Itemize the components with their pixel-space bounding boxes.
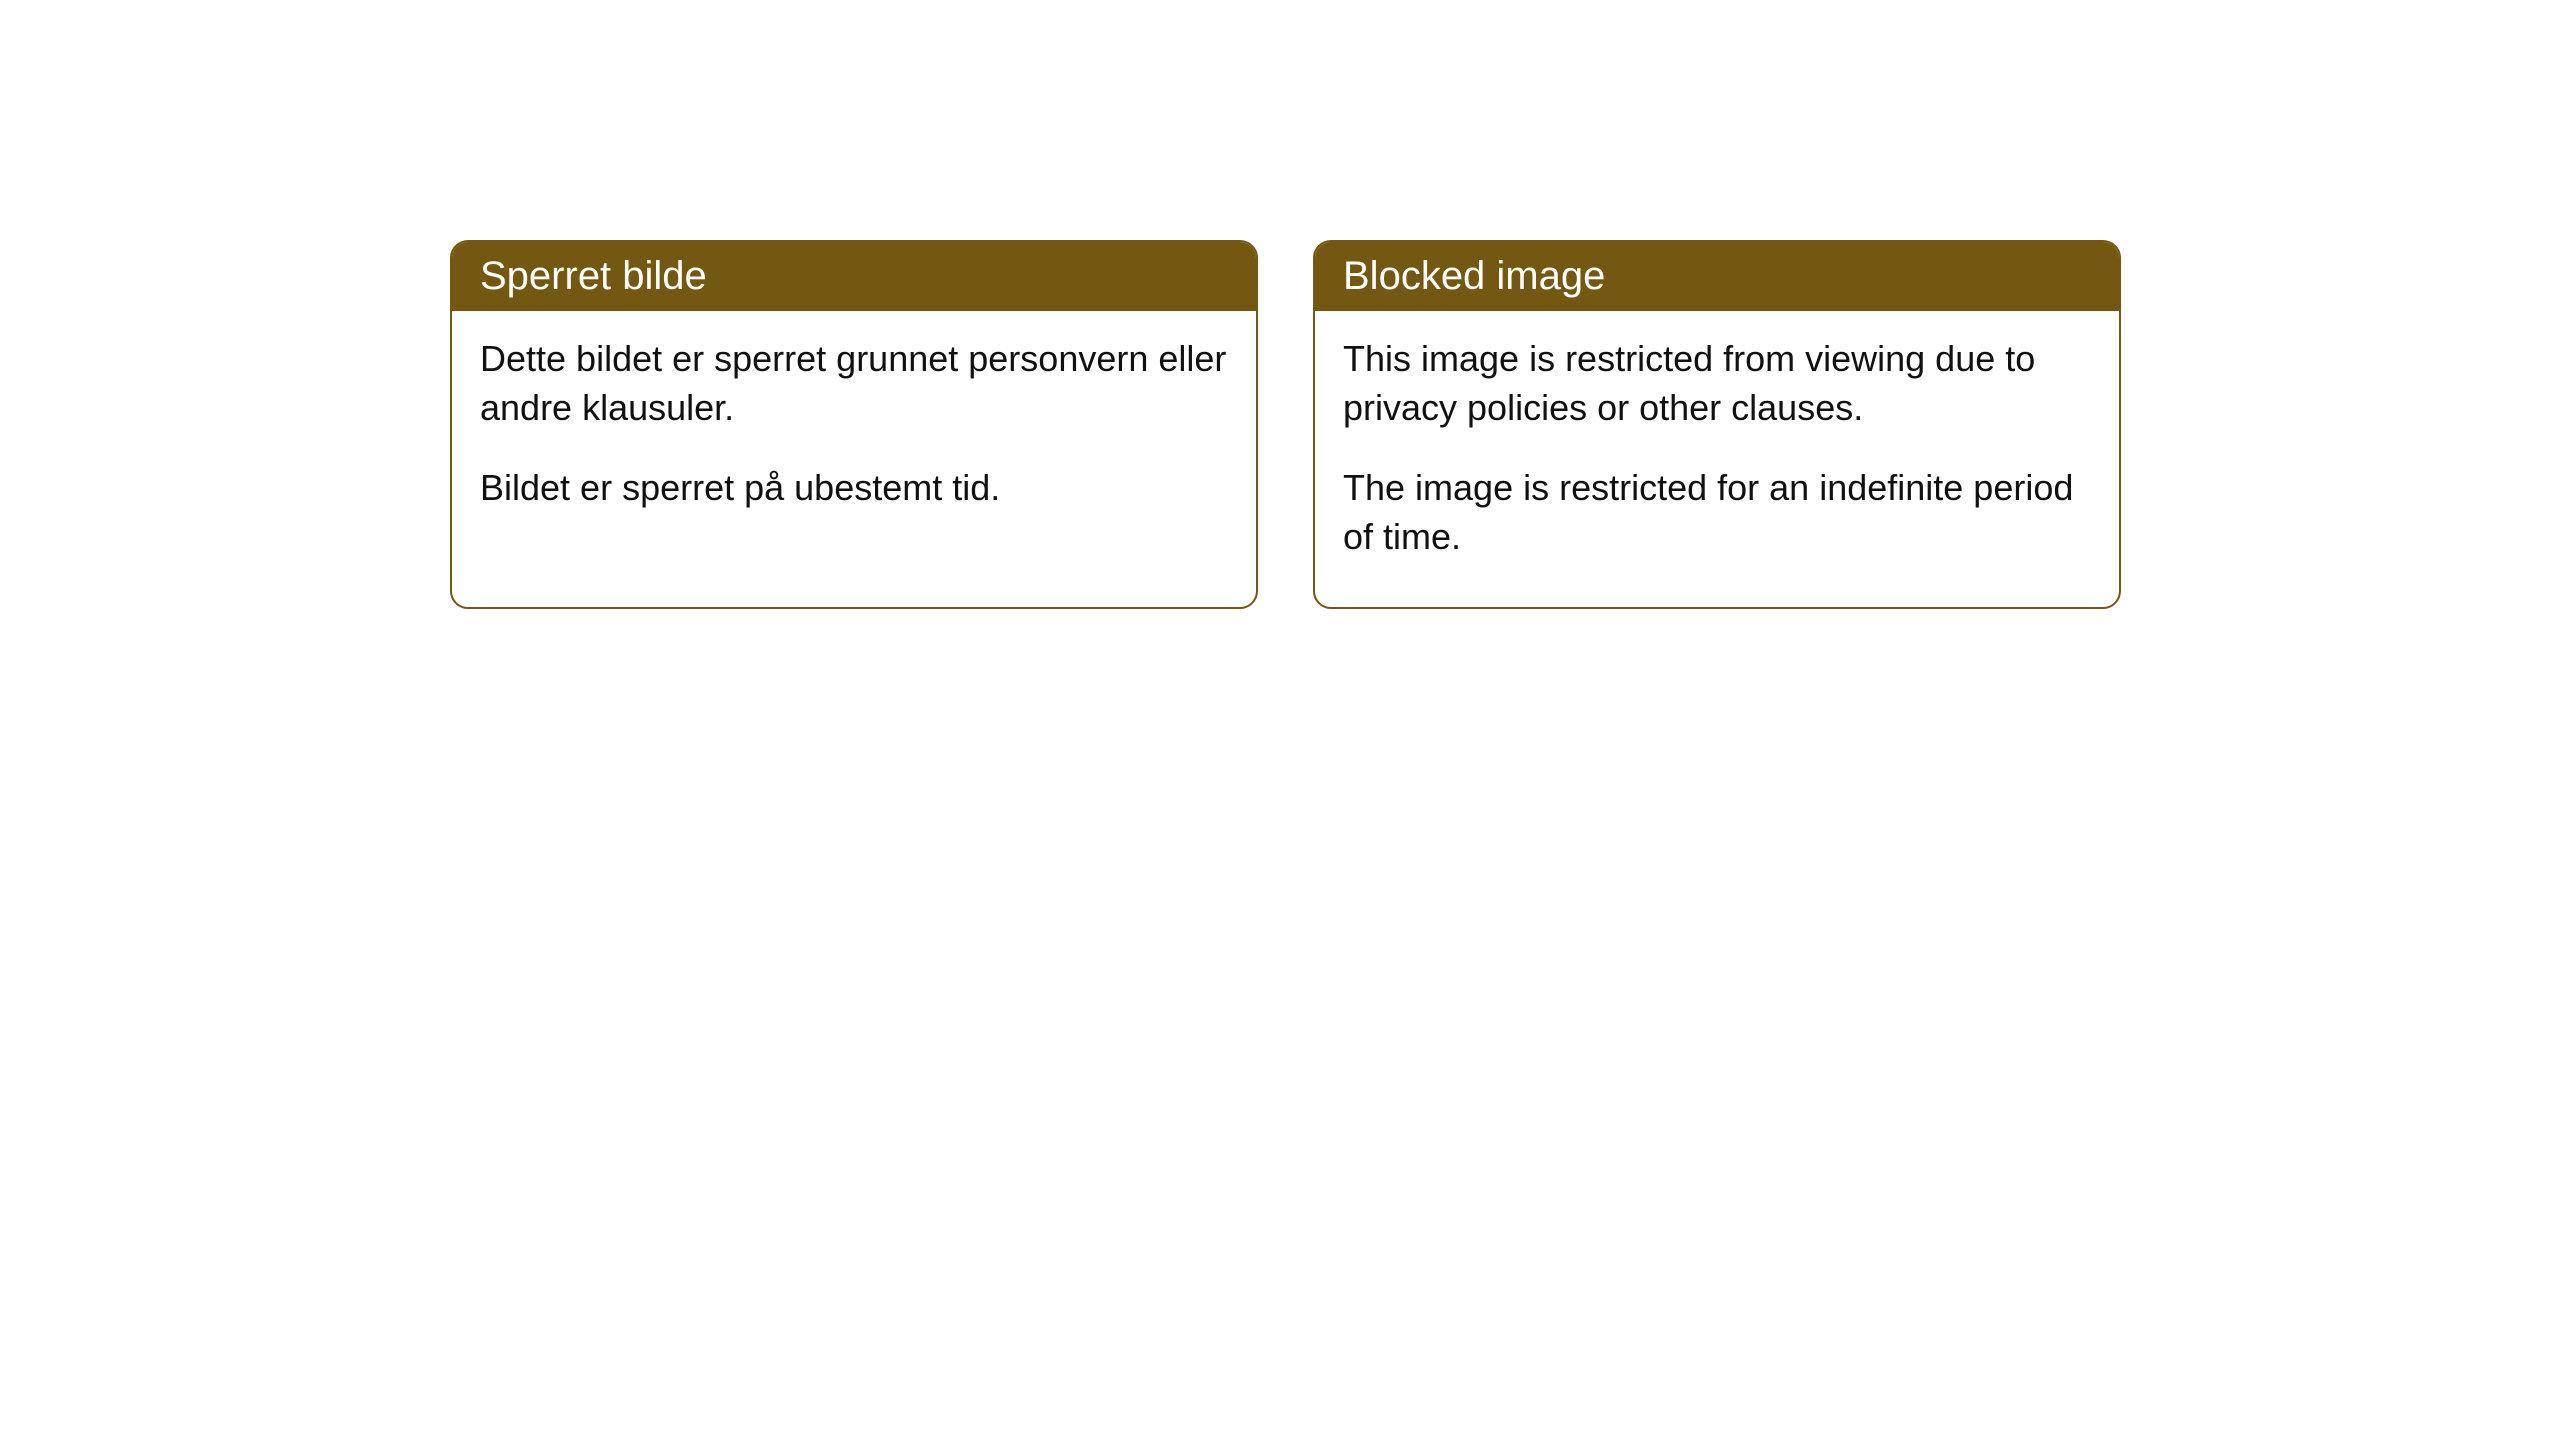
cards-container: Sperret bilde Dette bildet er sperret gr… xyxy=(450,240,2121,609)
card-body-no: Dette bildet er sperret grunnet personve… xyxy=(452,311,1256,559)
card-header-no: Sperret bilde xyxy=(452,242,1256,311)
card-body-en: This image is restricted from viewing du… xyxy=(1315,311,2119,607)
card-text-en-1: This image is restricted from viewing du… xyxy=(1343,335,2091,432)
blocked-image-card-en: Blocked image This image is restricted f… xyxy=(1313,240,2121,609)
card-text-no-2: Bildet er sperret på ubestemt tid. xyxy=(480,464,1228,513)
card-header-en: Blocked image xyxy=(1315,242,2119,311)
blocked-image-card-no: Sperret bilde Dette bildet er sperret gr… xyxy=(450,240,1258,609)
card-text-no-1: Dette bildet er sperret grunnet personve… xyxy=(480,335,1228,432)
card-text-en-2: The image is restricted for an indefinit… xyxy=(1343,464,2091,561)
